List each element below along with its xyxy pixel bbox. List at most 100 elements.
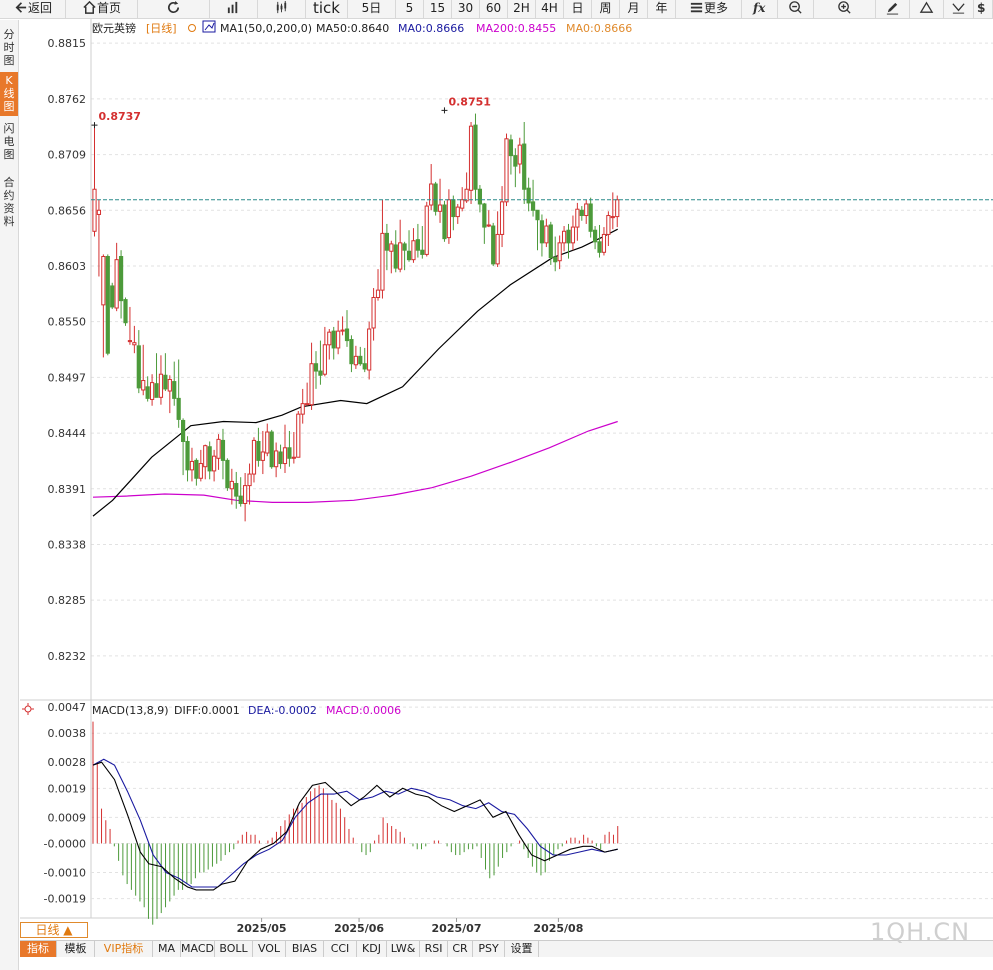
indicator-tab[interactable]: MACD xyxy=(181,941,215,957)
price-y-tick-label: 0.8285 xyxy=(48,594,87,607)
draw-button[interactable] xyxy=(876,0,910,18)
zoom-in-button[interactable] xyxy=(814,0,876,18)
annotation-label: 0.8751 xyxy=(448,95,490,108)
candle-body xyxy=(296,413,301,458)
indicator-tab[interactable]: LW& xyxy=(387,941,420,957)
indicator-tab[interactable]: 指标 xyxy=(20,941,57,957)
candle xyxy=(344,310,350,347)
candle xyxy=(176,359,181,428)
indicator-tab[interactable]: PSY xyxy=(473,941,505,957)
indicator-tab[interactable]: VIP指标 xyxy=(95,941,153,957)
indicator-tab[interactable]: VOL xyxy=(253,941,286,957)
indicator-tab[interactable]: BOLL xyxy=(215,941,253,957)
candle-body xyxy=(402,243,407,251)
candle xyxy=(203,444,208,480)
expand-button[interactable] xyxy=(944,0,974,18)
annotation-label: 0.8737 xyxy=(99,110,141,123)
period-day-button[interactable]: 日 xyxy=(564,0,592,18)
period-15-button-label: 15 xyxy=(429,1,446,15)
indicator-tab[interactable]: KDJ xyxy=(357,941,387,957)
period-2h-button[interactable]: 2H xyxy=(508,0,536,18)
indicator-tab[interactable]: BIAS xyxy=(286,941,324,957)
candle-body xyxy=(406,250,412,261)
candle xyxy=(451,195,456,231)
tick-button-label: tick xyxy=(313,0,340,17)
tab-timeshare-char: 图 xyxy=(3,54,15,67)
formula-button[interactable]: fx xyxy=(742,0,778,18)
candle-body xyxy=(601,233,607,253)
macd-grid xyxy=(91,706,993,900)
candle xyxy=(309,342,314,410)
candle xyxy=(305,382,310,406)
candle-body xyxy=(313,363,319,372)
tab-timeshare[interactable]: 分时图 xyxy=(0,26,18,70)
candle-body xyxy=(464,188,469,202)
macd-lines xyxy=(92,758,618,891)
more-button[interactable]: 更多 xyxy=(676,0,742,18)
tab-contract-char: 资 xyxy=(3,202,15,215)
candle xyxy=(225,458,230,491)
indicator-tab[interactable]: 设置 xyxy=(505,941,539,957)
macd-y-tick-label: 0.0038 xyxy=(48,727,87,740)
refresh-button[interactable] xyxy=(138,0,210,18)
candle xyxy=(548,221,553,265)
candle-body xyxy=(553,257,558,263)
macd-legend-dea: DEA:-0.0002 xyxy=(248,704,317,717)
candle xyxy=(375,269,381,301)
candle-body xyxy=(367,328,372,371)
candlestick-button[interactable] xyxy=(258,0,306,18)
candle xyxy=(331,326,336,360)
price-annotations: 0.8737 0.8751 xyxy=(91,95,491,129)
period-30-button[interactable]: 30 xyxy=(452,0,480,18)
tab-contract[interactable]: 合约资料 xyxy=(0,174,18,234)
period-15-button[interactable]: 15 xyxy=(424,0,452,18)
svg-text:$: $ xyxy=(976,1,984,15)
candle-body xyxy=(455,206,460,218)
indicator-tab[interactable]: RSI xyxy=(420,941,448,957)
candle xyxy=(154,353,159,398)
indicator-tab[interactable]: 模板 xyxy=(57,941,95,957)
indicator-tab[interactable]: CR xyxy=(448,941,473,957)
arrow-left-icon xyxy=(15,2,27,13)
back-button[interactable]: 返回 xyxy=(0,0,66,18)
annotation-marker xyxy=(441,107,448,114)
legend-ma0-2: MA0:0.8666 xyxy=(566,22,632,35)
candle xyxy=(526,177,531,212)
shape-button[interactable] xyxy=(910,0,944,18)
candle-body xyxy=(393,244,398,269)
zoom-out-button[interactable] xyxy=(778,0,814,18)
period-60-button[interactable]: 60 xyxy=(480,0,508,18)
period-month-button[interactable]: 月 xyxy=(620,0,648,18)
price-y-tick-label: 0.8815 xyxy=(48,37,87,50)
candle-body xyxy=(212,455,217,472)
period-4h-button[interactable]: 4H xyxy=(536,0,564,18)
diff-line xyxy=(92,761,618,891)
candle xyxy=(384,223,389,271)
candle xyxy=(530,179,536,217)
candle-body xyxy=(318,370,323,376)
period-2h-button-label: 2H xyxy=(513,1,530,15)
indicator-tab[interactable]: MA xyxy=(153,941,181,957)
tab-flash[interactable]: 闪电图 xyxy=(0,120,18,168)
period-selector[interactable]: 日线 ▲ xyxy=(20,922,88,938)
candle xyxy=(473,113,478,201)
chart-type-button[interactable] xyxy=(210,0,258,18)
period-5d-button[interactable]: 5日 xyxy=(348,0,396,18)
candle-body xyxy=(101,256,106,306)
price-y-tick-label: 0.8338 xyxy=(48,538,87,551)
period-5-button[interactable]: 5 xyxy=(396,0,424,18)
ma50-line xyxy=(92,228,618,517)
candle-body xyxy=(606,215,611,235)
candle-body xyxy=(460,199,465,209)
home-button[interactable]: 首页 xyxy=(66,0,138,18)
tick-button[interactable]: tick xyxy=(306,0,348,18)
indicator-tab[interactable]: CCI xyxy=(324,941,357,957)
candle xyxy=(260,430,265,475)
candle xyxy=(101,254,106,358)
period-year-button[interactable]: 年 xyxy=(648,0,676,18)
period-week-button[interactable]: 周 xyxy=(592,0,620,18)
period-30-button-label: 30 xyxy=(457,1,474,15)
candle xyxy=(110,282,115,310)
